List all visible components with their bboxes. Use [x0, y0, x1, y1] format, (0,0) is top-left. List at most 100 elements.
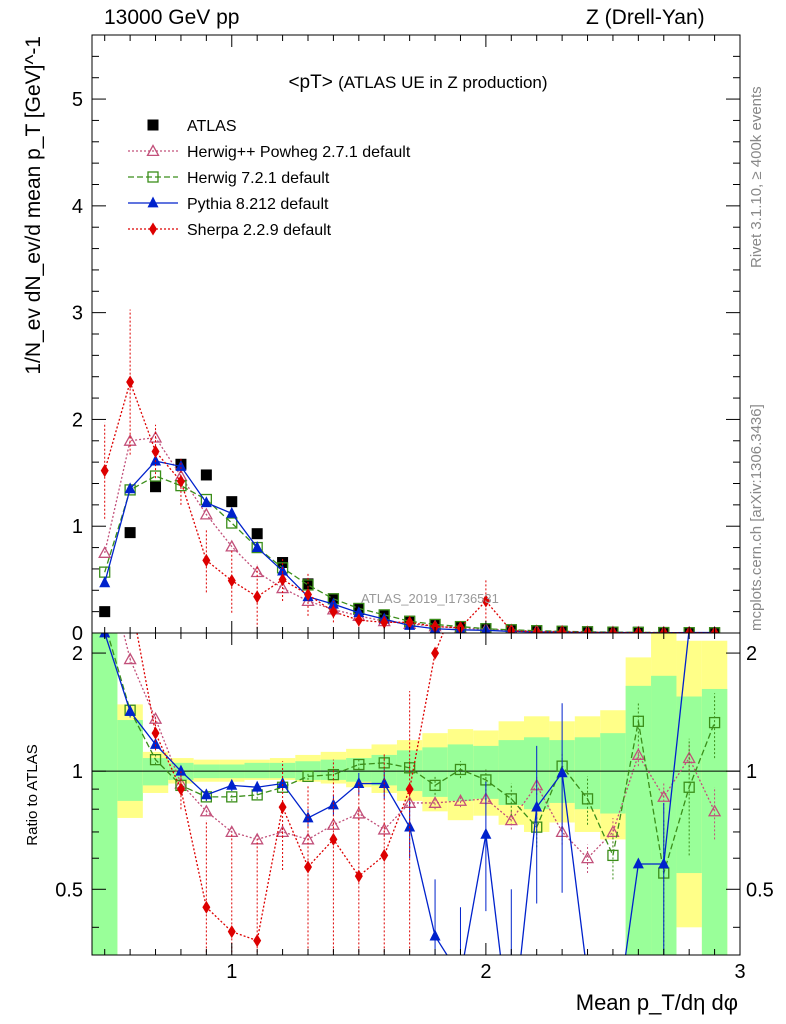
- ratio-point-herwig-7-2-1-default: [353, 758, 365, 771]
- legend-label-sherpa-2-2-9-default: Sherpa 2.2.9 default: [187, 222, 332, 239]
- data-point-sherpa-2-2-9-default: [176, 474, 185, 488]
- ratio-panel: [92, 633, 740, 955]
- chart-title-main: <pT>: [288, 72, 338, 93]
- data-point-herwig-7-2-1-default: [149, 470, 162, 482]
- data-point-pythia-8-212-default: [327, 597, 339, 609]
- y-tick-label: 2: [72, 409, 83, 431]
- ratio-point-herwig-powheg-2-7-1-default: [377, 822, 391, 835]
- ratio-point-herwig-powheg-2-7-1-default: [199, 804, 213, 817]
- ratio-point-pythia-8-212-default: [531, 800, 543, 812]
- data-point-sherpa-2-2-9-default: [329, 605, 338, 619]
- ratio-point-sherpa-2-2-9-default: [202, 900, 211, 914]
- legend-marker-herwig-7-2-1-default: [147, 171, 159, 183]
- ratio-point-pythia-8-212-default: [404, 820, 416, 832]
- band-inner: [92, 633, 118, 955]
- ratio-point-herwig-powheg-2-7-1-default: [580, 851, 595, 864]
- ratio-point-herwig-7-2-1-default: [454, 763, 467, 776]
- data-point-herwig-7-2-1-default: [226, 517, 238, 529]
- ratio-frame: [91, 632, 741, 956]
- legend-label-atlas: ATLAS: [187, 118, 237, 135]
- band-inner: [244, 762, 270, 779]
- legend-label-herwig-7-2-1-default: Herwig 7.2.1 default: [187, 170, 330, 187]
- ratio-point-pythia-8-212-default: [150, 737, 162, 749]
- legend-marker-atlas: [147, 119, 159, 131]
- ratio-point-sherpa-2-2-9-default: [227, 925, 236, 939]
- ratio-line-sherpa-2-2-9-default: [136, 633, 444, 942]
- data-point-atlas: [124, 527, 136, 539]
- y-tick-label: 5: [72, 89, 83, 111]
- ratio-point-pythia-8-212-default: [175, 764, 187, 776]
- band-inner: [625, 685, 652, 955]
- ratio-y-tick-label: 2: [72, 643, 83, 665]
- ratio-point-herwig-powheg-2-7-1-default: [123, 652, 137, 665]
- ratio-point-herwig-7-2-1-default: [683, 781, 695, 793]
- ratio-point-herwig-7-2-1-default: [607, 849, 619, 862]
- data-point-sherpa-2-2-9-default: [431, 620, 440, 633]
- band-inner: [422, 747, 448, 797]
- data-point-sherpa-2-2-9-default: [100, 464, 109, 478]
- ratio-point-sherpa-2-2-9-default: [380, 848, 389, 862]
- ratio-point-pythia-8-212-default: [658, 857, 670, 869]
- watermark: ATLAS_2019_I1736531: [361, 591, 499, 606]
- ratio-axis-label: Ratio to ATLAS: [24, 744, 41, 845]
- band-inner: [295, 761, 321, 780]
- band-inner: [574, 737, 601, 810]
- ratio-point-herwig-powheg-2-7-1-default: [225, 825, 239, 838]
- data-point-sherpa-2-2-9-default: [151, 444, 160, 458]
- data-point-sherpa-2-2-9-default: [253, 590, 262, 604]
- ratio-y-tick-label-right: 1: [746, 761, 757, 783]
- ratio-point-herwig-7-2-1-default: [632, 715, 645, 727]
- y-tick-label: 1: [72, 516, 83, 538]
- data-point-pythia-8-212-default: [200, 496, 212, 508]
- data-point-pythia-8-212-default: [124, 482, 136, 494]
- ratio-point-herwig-7-2-1-default: [708, 716, 721, 729]
- ratio-point-pythia-8-212-default: [251, 780, 263, 792]
- x-tick-label: 2: [480, 961, 491, 983]
- series-line-herwig-7-2-1-default: [104, 475, 715, 633]
- legend-label-herwig-powheg-2-7-1-default: Herwig++ Powheg 2.7.1 default: [187, 144, 411, 161]
- data-point-pythia-8-212-default: [251, 541, 263, 552]
- ratio-y-tick-label-right: 0.5: [746, 879, 774, 901]
- ratio-point-herwig-powheg-2-7-1-default: [428, 796, 442, 808]
- data-point-pythia-8-212-default: [226, 506, 238, 518]
- chart-title-sub: (ATLAS UE in Z production): [338, 73, 547, 92]
- ratio-point-herwig-7-2-1-default: [149, 753, 162, 766]
- band-inner: [142, 758, 169, 786]
- data-point-sherpa-2-2-9-default: [202, 553, 211, 567]
- data-point-pythia-8-212-default: [175, 459, 187, 471]
- ratio-point-herwig-powheg-2-7-1-default: [352, 806, 366, 819]
- ratio-point-sherpa-2-2-9-default: [354, 869, 363, 883]
- main-panel: [98, 309, 721, 633]
- data-point-sherpa-2-2-9-default: [278, 573, 287, 587]
- data-point-sherpa-2-2-9-default: [380, 615, 389, 629]
- data-point-pythia-8-212-default: [277, 564, 289, 576]
- data-point-atlas: [99, 606, 111, 618]
- ratio-point-herwig-powheg-2-7-1-default: [148, 711, 163, 724]
- ratio-point-sherpa-2-2-9-default: [151, 726, 160, 740]
- x-axis-label: Mean p_T/dη dφ: [576, 990, 738, 1015]
- ratio-point-pythia-8-212-default: [200, 788, 212, 800]
- y-tick-label: 0: [72, 623, 83, 645]
- data-point-sherpa-2-2-9-default: [304, 588, 312, 602]
- data-point-sherpa-2-2-9-default: [227, 574, 236, 588]
- ratio-point-herwig-powheg-2-7-1-default: [631, 748, 645, 760]
- ratio-point-pythia-8-212-default: [556, 766, 568, 778]
- ratio-point-herwig-powheg-2-7-1-default: [606, 825, 620, 838]
- ratio-point-sherpa-2-2-9-default: [278, 800, 287, 814]
- data-point-sherpa-2-2-9-default: [481, 594, 490, 608]
- ratio-point-herwig-7-2-1-default: [505, 793, 517, 805]
- energy-label: 13000 GeV pp: [104, 6, 240, 29]
- data-point-atlas: [200, 469, 212, 481]
- ratio-point-herwig-7-2-1-default: [429, 779, 441, 792]
- ratio-point-herwig-powheg-2-7-1-default: [657, 790, 671, 802]
- band-inner: [676, 696, 702, 874]
- ratio-point-herwig-7-2-1-default: [581, 793, 594, 805]
- legend-marker-herwig-powheg-2-7-1-default: [146, 144, 160, 157]
- ratio-point-sherpa-2-2-9-default: [431, 646, 440, 660]
- data-point-herwig-powheg-2-7-1-default: [199, 507, 213, 520]
- data-point-sherpa-2-2-9-default: [405, 615, 414, 629]
- ratio-point-pythia-8-212-default: [277, 777, 289, 788]
- ratio-point-sherpa-2-2-9-default: [329, 832, 338, 846]
- series-line-pythia-8-212-default: [104, 460, 715, 633]
